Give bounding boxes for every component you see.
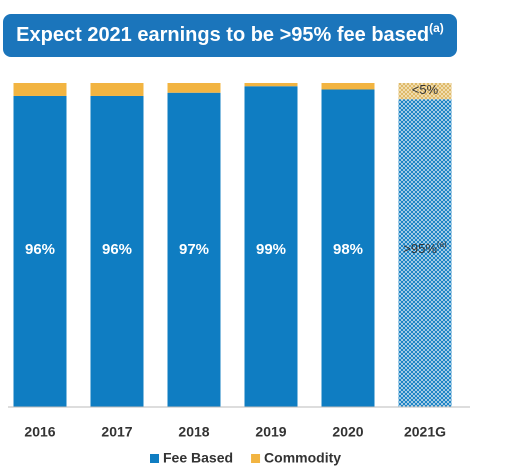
x-tick-label: 2021G (404, 424, 446, 440)
x-tick-label: 2018 (178, 424, 209, 440)
bar-segment (244, 86, 298, 408)
bar-segment (398, 99, 452, 407)
x-tick-label: 2017 (101, 424, 132, 440)
data-label-text: 99% (256, 241, 286, 258)
data-label-text: 98% (333, 241, 363, 258)
x-tick-label: 2020 (332, 424, 363, 440)
legend-swatch (150, 454, 159, 463)
data-label: 98% (333, 241, 363, 258)
x-tick-label: 2019 (255, 424, 286, 440)
data-label-text: <5% (412, 83, 439, 98)
data-label-text: >95% (403, 241, 437, 256)
data-label: 99% (256, 241, 286, 258)
legend-label: Commodity (264, 450, 341, 466)
bar-segment (13, 95, 67, 408)
x-tick-label: 2016 (24, 424, 55, 440)
data-label: >95%(a) (403, 240, 447, 256)
legend-swatch (251, 454, 261, 463)
bar-segment (398, 83, 452, 100)
data-label-text: 96% (25, 241, 55, 258)
bar-segment (13, 83, 67, 96)
bar-segment (321, 83, 375, 90)
bar-segment (244, 83, 298, 87)
bar-segment (90, 95, 144, 408)
bar-segment (167, 83, 221, 93)
data-label: <5% (412, 83, 439, 98)
bar-segment (167, 92, 221, 407)
data-label-text: 97% (179, 241, 209, 258)
title-box (3, 14, 457, 57)
chart-title: Expect 2021 earnings to be >95% fee base… (16, 21, 444, 46)
footnote-mark: (a) (437, 240, 447, 249)
data-label: 97% (179, 241, 209, 258)
data-label: 96% (102, 241, 132, 258)
bar-segment (321, 89, 375, 407)
legend-label: Fee Based (163, 450, 233, 466)
data-label-text: 96% (102, 241, 132, 258)
bar-segment (90, 83, 144, 96)
data-label: 96% (25, 241, 55, 258)
